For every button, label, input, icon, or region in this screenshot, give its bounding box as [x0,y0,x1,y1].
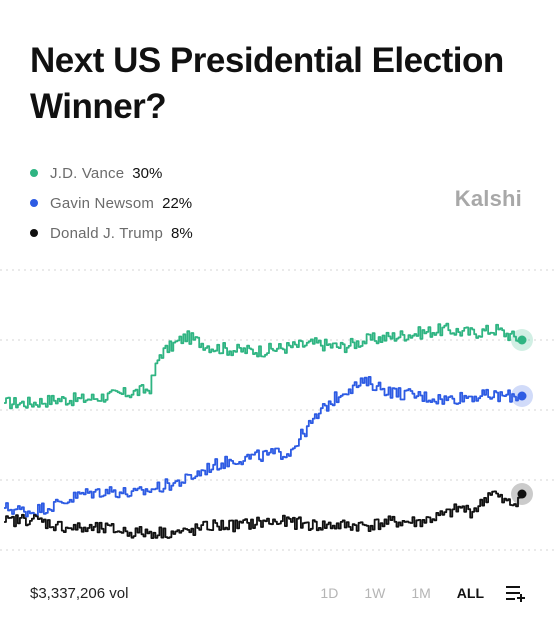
line-chart[interactable] [0,260,554,560]
legend-value: 30% [132,164,163,182]
chart-footer: $3,337,206 vol 1D 1W 1M ALL [30,584,526,602]
page-title: Next US Presidential Election Winner? [30,41,504,126]
legend-item-newsom[interactable]: Gavin Newsom 22% [30,188,193,218]
chart-legend: J.D. Vance 30% Gavin Newsom 22% Donald J… [30,158,193,248]
range-1w-button[interactable]: 1W [364,585,386,601]
series-line-donald-j-trump[interactable] [4,490,523,539]
legend-value: 8% [171,224,193,242]
brand-logo: Kalshi [454,186,522,211]
legend-name: Donald J. Trump [50,224,164,242]
legend-name: Gavin Newsom [50,194,155,212]
legend-name: J.D. Vance [50,164,125,182]
range-1m-button[interactable]: 1M [411,585,431,601]
range-all-button[interactable]: ALL [456,585,484,601]
list-add-icon[interactable] [506,584,526,602]
endpoint-marker[interactable] [517,335,527,345]
volume-label: $3,337,206 vol [30,584,129,602]
series-line-j-d-vance[interactable] [4,322,523,410]
endpoint-marker[interactable] [517,391,527,401]
series-line-gavin-newsom[interactable] [4,376,523,518]
legend-dot-icon [30,169,38,177]
legend-item-vance[interactable]: J.D. Vance 30% [30,158,193,188]
legend-dot-icon [30,199,38,207]
legend-value: 22% [162,194,193,212]
legend-item-trump[interactable]: Donald J. Trump 8% [30,218,193,248]
endpoint-marker[interactable] [517,489,527,499]
time-range-selector: 1D 1W 1M ALL [294,584,526,602]
legend-dot-icon [30,229,38,237]
range-1d-button[interactable]: 1D [320,585,339,601]
